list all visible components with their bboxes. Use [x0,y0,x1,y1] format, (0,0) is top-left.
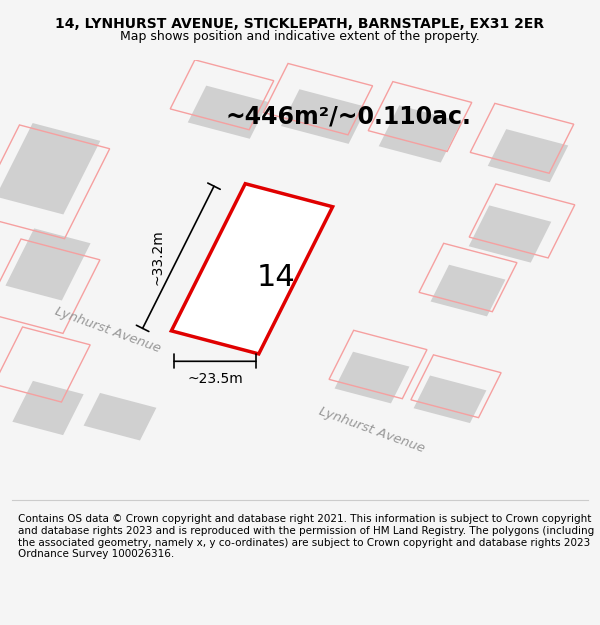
Text: Contains OS data © Crown copyright and database right 2021. This information is : Contains OS data © Crown copyright and d… [18,514,594,559]
Polygon shape [83,393,157,441]
Polygon shape [335,352,409,403]
Polygon shape [413,376,487,423]
Text: ~446m²/~0.110ac.: ~446m²/~0.110ac. [225,104,471,129]
Text: Lynhurst Avenue: Lynhurst Avenue [317,404,427,455]
Text: ~33.2m: ~33.2m [151,229,164,285]
Polygon shape [188,86,268,139]
Polygon shape [13,381,83,435]
Text: 14: 14 [257,263,295,292]
Text: Map shows position and indicative extent of the property.: Map shows position and indicative extent… [120,30,480,43]
Polygon shape [431,265,505,316]
Polygon shape [488,129,568,182]
Text: 14, LYNHURST AVENUE, STICKLEPATH, BARNSTAPLE, EX31 2ER: 14, LYNHURST AVENUE, STICKLEPATH, BARNST… [55,17,545,31]
Polygon shape [281,89,367,144]
Text: ~23.5m: ~23.5m [187,372,243,386]
Polygon shape [469,206,551,262]
Polygon shape [379,106,461,162]
Polygon shape [5,228,91,301]
Polygon shape [0,123,100,214]
Text: Lynhurst Avenue: Lynhurst Avenue [53,304,163,355]
Polygon shape [172,184,332,354]
